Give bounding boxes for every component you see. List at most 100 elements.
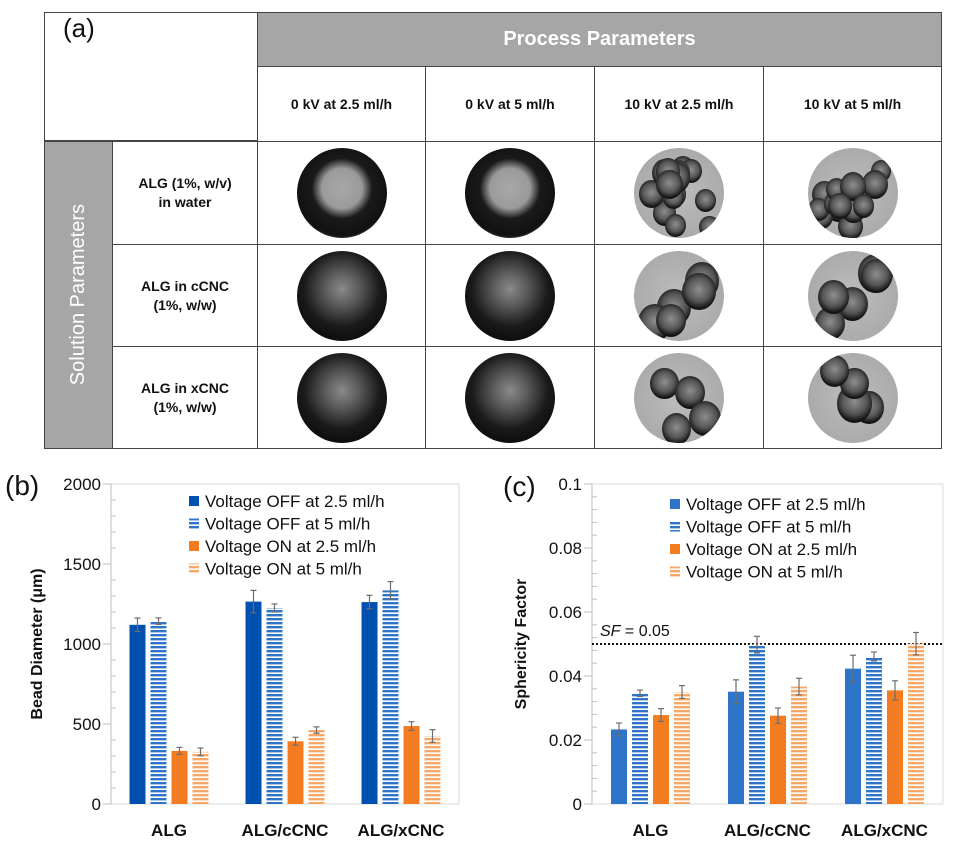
bar [791,686,807,804]
reference-line-label-value: = 0.05 [620,623,669,640]
bar [632,693,648,804]
y-tick-label: 1500 [63,555,101,574]
process-parameters-header: Process Parameters [257,12,942,67]
bar [150,621,167,804]
bar [770,715,786,804]
row-header-line: (1%, w/w) [153,296,217,313]
legend-label: Voltage OFF at 2.5 ml/h [205,492,385,511]
reference-line-label-symbol: SF [600,623,622,640]
bar [361,602,378,804]
bar [728,691,744,804]
bead-particle [807,198,829,222]
bar [653,715,669,804]
legend-label: Voltage OFF at 2.5 ml/h [686,495,866,514]
x-tick-label: ALG/cCNC [724,821,811,840]
y-tick-label: 0.1 [558,475,582,494]
legend-swatch [670,544,680,554]
bead-micrograph [465,352,555,443]
corner-cell: (a) [44,12,258,141]
y-tick-label: 0 [92,795,101,814]
micrograph-cell [594,141,764,245]
bead-micrograph [807,148,898,238]
bead-micrograph [296,148,387,238]
legend-swatch [189,541,199,551]
bar [611,729,627,804]
x-tick-label: ALG/xCNC [358,821,445,840]
y-tick-label: 0.04 [549,667,582,686]
column-header: 10 kV at 2.5 ml/h [594,66,764,142]
legend-label: Voltage ON at 2.5 ml/h [205,537,376,556]
bar [171,750,188,804]
bead-particle [682,273,716,310]
bead-micrograph [465,148,555,238]
y-tick-label: 0.06 [549,603,582,622]
bead-particle [661,413,691,443]
bar [908,643,924,804]
bead-micrograph [296,352,387,443]
row-header-line: ALG in xCNC [141,379,229,396]
legend-label: Voltage OFF at 5 ml/h [205,515,370,534]
legend-label: Voltage OFF at 5 ml/h [686,518,851,537]
micrograph-cell [257,244,426,347]
bead-particle [860,258,892,293]
bar [266,608,283,804]
bar [129,624,146,804]
row-header-line: ALG in cCNC [141,277,229,294]
micrograph-cell [594,244,764,347]
solution-parameters-header: Solution Parameters [44,141,113,449]
bead-micrograph [807,352,898,443]
y-tick-label: 0.02 [549,731,582,750]
bead-particle [828,192,852,220]
bead-particle [656,303,687,337]
panel-label: (c) [503,471,536,502]
x-tick-label: ALG/cCNC [242,821,329,840]
bar [245,601,262,804]
x-tick-label: ALG [151,821,187,840]
bar [287,741,304,804]
column-header: 10 kV at 5 ml/h [763,66,942,142]
bead-particle [699,215,720,238]
y-tick-label: 2000 [63,475,101,494]
legend-label: Voltage ON at 2.5 ml/h [686,540,857,559]
legend-swatch [670,499,680,509]
column-header: 0 kV at 2.5 ml/h [257,66,426,142]
bar [382,590,399,804]
legend-swatch [189,563,199,574]
micrograph-cell [257,346,426,449]
micrograph-cell [594,346,764,449]
micrograph-cell [763,244,942,347]
bead-micrograph [465,250,555,341]
row-header: ALG in xCNC (1%, w/w) [112,346,258,449]
sphericity-factor-chart: 0 0.02 0.04 0.06 0.08 0.1 Sphericity Factor (c)… [503,471,944,840]
process-parameters-label: Process Parameters [503,28,696,50]
bead-particle [852,194,875,219]
bar [424,736,441,804]
column-header-label: 10 kV at 2.5 ml/h [624,95,734,112]
row-header: ALG (1%, w/v) in water [112,141,258,245]
bar [308,730,325,804]
column-header-label: 0 kV at 2.5 ml/h [290,95,393,112]
y-axis-label: Bead Diameter (μm) [29,568,46,719]
micrograph-cell [425,141,595,245]
y-tick-label: 500 [73,715,101,734]
y-tick-label: 0 [573,795,582,814]
y-tick-label: 0.08 [549,539,582,558]
bar [866,656,882,804]
y-tick-label: 1000 [63,635,101,654]
bead-micrograph [634,250,724,341]
row-header-line: in water [158,194,212,210]
row-header: ALG in cCNC (1%, w/w) [112,244,258,347]
bar [887,690,903,804]
y-axis-label: Sphericity Factor [513,579,530,710]
x-tick-label: ALG [633,821,669,840]
bead-particle [664,213,686,238]
bead-particle [694,188,716,212]
legend-label: Voltage ON at 5 ml/h [205,560,362,579]
reference-line-label: SF = 0.05 [600,623,670,640]
panel-a-label: (a) [63,13,95,43]
legend-swatch [189,518,199,529]
row-header-line: ALG (1%, w/v) [138,175,232,191]
bead-particle [818,279,850,315]
micrograph-cell [257,141,426,245]
legend-swatch [670,566,680,577]
